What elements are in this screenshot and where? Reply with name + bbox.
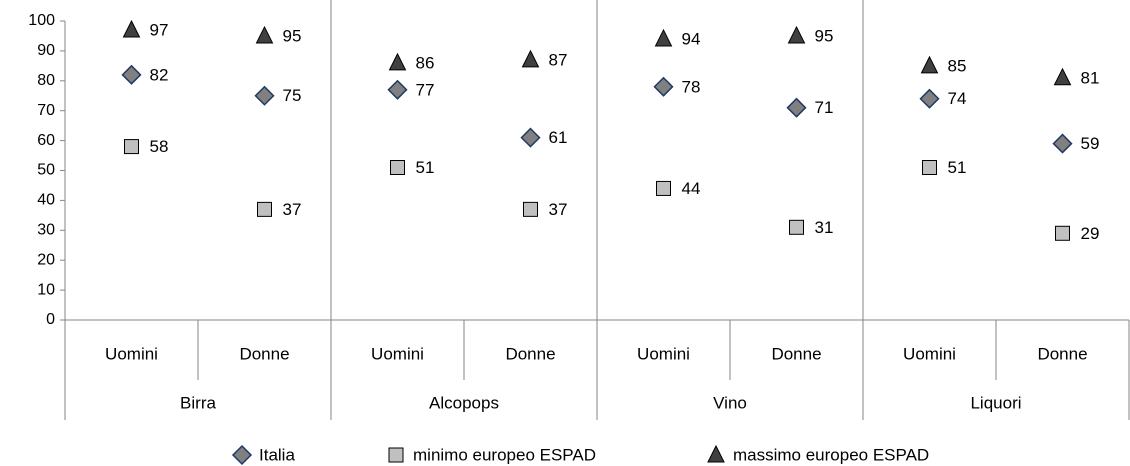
group-label: Liquori bbox=[970, 393, 1021, 412]
marker-square bbox=[388, 447, 404, 463]
data-label: 81 bbox=[1081, 68, 1100, 87]
y-tick-label: 10 bbox=[37, 281, 55, 298]
y-tick-label: 50 bbox=[37, 162, 55, 179]
legend-label: minimo europeo ESPAD bbox=[413, 445, 596, 464]
marker-diamond bbox=[387, 79, 408, 100]
data-label: 37 bbox=[549, 200, 568, 219]
data-label: 78 bbox=[682, 77, 701, 96]
marker-diamond bbox=[653, 76, 674, 97]
marker-triangle bbox=[122, 19, 141, 38]
y-tick-label: 40 bbox=[37, 192, 55, 209]
marker-diamond bbox=[919, 88, 940, 109]
legend-label: Italia bbox=[259, 445, 295, 464]
y-tick-label: 20 bbox=[37, 251, 55, 268]
y-tick-label: 90 bbox=[37, 42, 55, 59]
x-tick-label: Uomini bbox=[371, 344, 424, 363]
x-tick-label: Donne bbox=[771, 344, 821, 363]
x-tick-label: Donne bbox=[505, 344, 555, 363]
data-label: 86 bbox=[416, 53, 435, 72]
x-tick-label: Donne bbox=[239, 344, 289, 363]
data-label: 75 bbox=[283, 86, 302, 105]
y-tick-label: 80 bbox=[37, 72, 55, 89]
marker-triangle bbox=[1053, 67, 1072, 86]
marker-square bbox=[656, 180, 671, 196]
x-tick-label: Uomini bbox=[637, 344, 690, 363]
data-label: 29 bbox=[1081, 224, 1100, 243]
y-tick-label: 100 bbox=[28, 12, 55, 29]
marker-diamond bbox=[786, 97, 807, 118]
data-label: 74 bbox=[948, 89, 967, 108]
data-label: 31 bbox=[815, 218, 834, 237]
marker-triangle bbox=[707, 444, 725, 463]
marker-diamond bbox=[254, 85, 275, 106]
marker-square bbox=[257, 201, 272, 217]
data-label: 37 bbox=[283, 200, 302, 219]
marker-diamond bbox=[231, 444, 253, 466]
marker-square bbox=[789, 219, 804, 235]
marker-square bbox=[1055, 225, 1070, 241]
y-tick-label: 30 bbox=[37, 222, 55, 239]
x-tick-label: Donne bbox=[1037, 344, 1087, 363]
marker-triangle bbox=[521, 49, 540, 68]
group-label: Birra bbox=[180, 393, 216, 412]
marker-triangle bbox=[654, 28, 673, 47]
x-tick-label: Uomini bbox=[105, 344, 158, 363]
data-label: 44 bbox=[682, 179, 701, 198]
data-label: 97 bbox=[150, 20, 169, 39]
marker-square bbox=[124, 139, 139, 155]
marker-diamond bbox=[520, 127, 541, 148]
marker-triangle bbox=[787, 25, 806, 44]
legend-label: massimo europeo ESPAD bbox=[733, 445, 929, 464]
data-label: 95 bbox=[815, 26, 834, 45]
marker-diamond bbox=[1052, 133, 1073, 154]
data-label: 59 bbox=[1081, 134, 1100, 153]
data-label: 51 bbox=[948, 158, 967, 177]
data-label: 71 bbox=[815, 98, 834, 117]
data-label: 85 bbox=[948, 56, 967, 75]
marker-triangle bbox=[255, 25, 274, 44]
x-tick-label: Uomini bbox=[903, 344, 956, 363]
data-label: 58 bbox=[150, 137, 169, 156]
group-label: Vino bbox=[713, 393, 747, 412]
y-tick-label: 0 bbox=[46, 311, 55, 328]
marker-diamond bbox=[121, 64, 142, 85]
marker-triangle bbox=[920, 55, 939, 74]
group-label: Alcopops bbox=[429, 393, 499, 412]
data-label: 82 bbox=[150, 65, 169, 84]
marker-triangle bbox=[388, 52, 407, 71]
y-tick-label: 70 bbox=[37, 102, 55, 119]
data-label: 95 bbox=[283, 26, 302, 45]
y-tick-label: 60 bbox=[37, 132, 55, 149]
data-label: 87 bbox=[549, 50, 568, 69]
data-label: 61 bbox=[549, 128, 568, 147]
marker-square bbox=[523, 201, 538, 217]
data-label: 77 bbox=[416, 80, 435, 99]
data-label: 51 bbox=[416, 158, 435, 177]
marker-square bbox=[922, 160, 937, 176]
marker-square bbox=[390, 160, 405, 176]
data-label: 94 bbox=[682, 29, 701, 48]
